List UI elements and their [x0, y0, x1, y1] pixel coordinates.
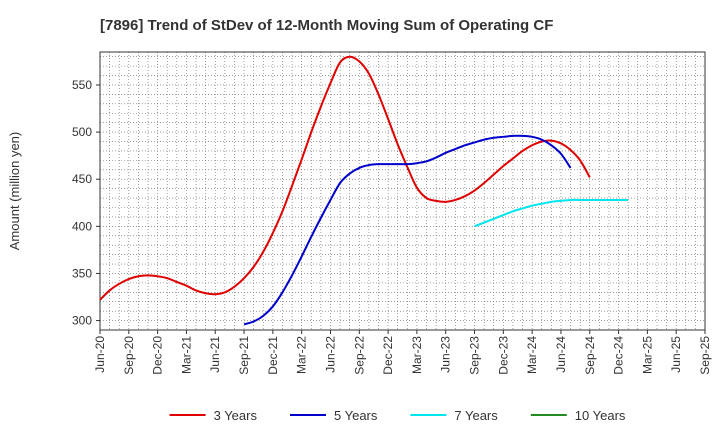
y-tick-label: 400: [72, 219, 92, 233]
y-tick-label: 350: [72, 266, 92, 280]
x-tick-label: Mar-22: [295, 336, 309, 374]
x-tick-label: Mar-24: [525, 336, 539, 374]
legend-label: 3 Years: [214, 408, 258, 423]
x-tick-label: Sep-24: [583, 336, 597, 375]
series-line-7-years: [474, 198, 629, 228]
x-tick-label: Jun-21: [208, 336, 222, 373]
legend-item-5-years: 5 Years: [290, 408, 378, 423]
legend-item-3-years: 3 Years: [169, 408, 258, 423]
chart-title: [7896] Trend of StDev of 12-Month Moving…: [100, 17, 553, 34]
x-tick-label: Mar-23: [410, 336, 424, 374]
x-tick-label: Jun-24: [554, 336, 568, 373]
x-tick-label: Dec-23: [496, 336, 510, 375]
y-tick-label: 500: [72, 125, 92, 139]
plot-area: 300 350 400 450 500 550 Jun-20 Sep-20 Dec-20 Mar-…: [72, 51, 712, 375]
x-tick-label: Sep-20: [122, 336, 136, 375]
series-line-3-years: [99, 55, 591, 301]
x-tick-label: Sep-25: [698, 336, 712, 375]
x-tick-label: Jun-22: [323, 336, 337, 373]
x-tick-label: Dec-21: [266, 336, 280, 375]
x-tick-label: Jun-23: [439, 336, 453, 373]
x-tick-label: Dec-22: [381, 336, 395, 375]
series-line-5-years: [243, 134, 572, 326]
x-tick-label: Dec-20: [151, 336, 165, 375]
legend-label: 7 Years: [454, 408, 498, 423]
x-tick-label: Jun-20: [93, 336, 107, 373]
x-tick-label: Sep-23: [468, 336, 482, 375]
x-tick-label: Mar-21: [179, 336, 193, 374]
x-tick-label: Sep-22: [352, 336, 366, 375]
x-tick-label: Dec-24: [612, 336, 626, 375]
legend-item-7-years: 7 Years: [410, 408, 498, 423]
y-axis-label: Amount (million yen): [7, 132, 22, 251]
plot-background: [100, 52, 705, 330]
y-tick-label: 550: [72, 78, 92, 92]
legend: 3 Years 5 Years 7 Years 10 Years: [169, 408, 626, 423]
x-tick-label: Jun-25: [669, 336, 683, 373]
x-tick-label: Sep-21: [237, 336, 251, 375]
y-tick-label: 450: [72, 172, 92, 186]
x-tick-label: Mar-25: [640, 336, 654, 374]
legend-label: 10 Years: [575, 408, 626, 423]
legend-item-10-years: 10 Years: [530, 408, 626, 423]
y-tick-label: 300: [72, 314, 92, 328]
legend-label: 5 Years: [334, 408, 378, 423]
plot-frame: [99, 51, 706, 331]
